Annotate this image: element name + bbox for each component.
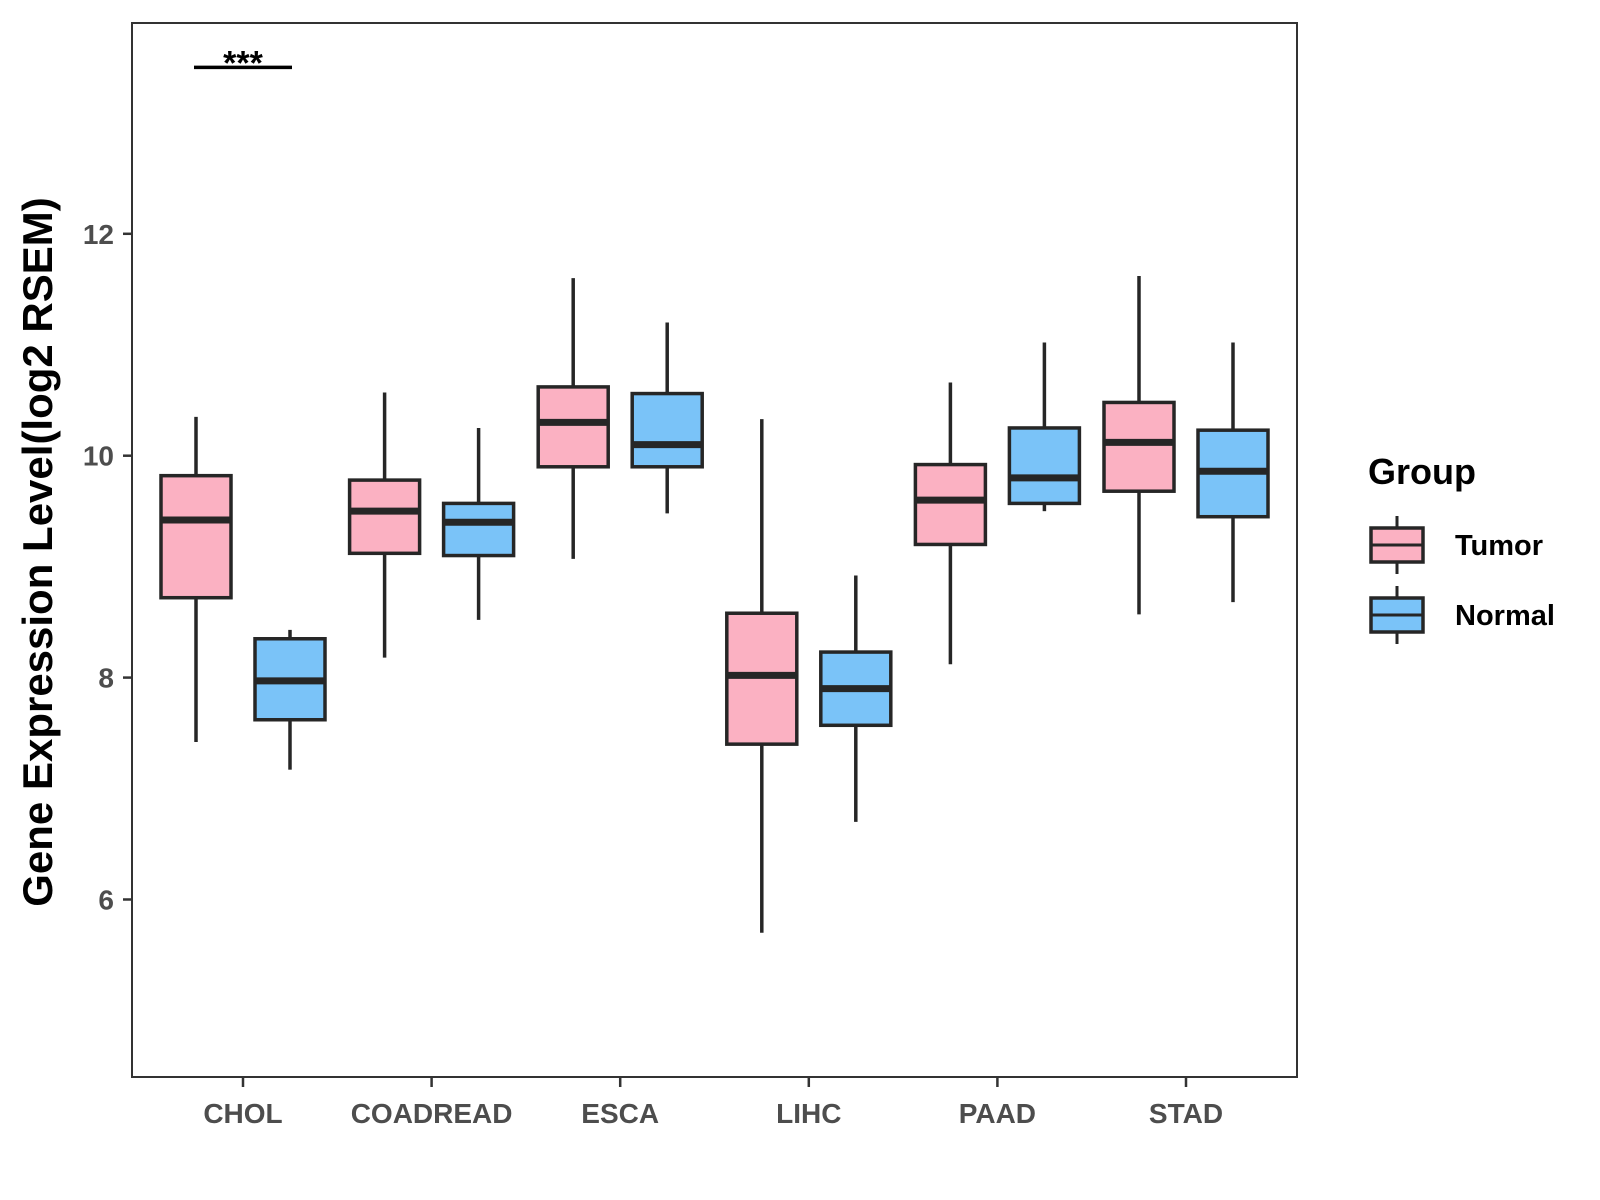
box-normal-coadread — [441, 427, 516, 620]
axes-layer: 6 8 10 12 CHOL COADREAD ESCA LIHC PAAD STAD — [83, 219, 1223, 1129]
box-normal-esca — [630, 322, 704, 514]
y-tick-label-10: 10 — [83, 441, 114, 472]
legend-key-tumor — [1369, 516, 1425, 574]
box-iqr-tumor-paad — [913, 462, 988, 547]
y-tick-label-12: 12 — [83, 219, 114, 250]
box-tumor-paad — [913, 382, 988, 665]
boxes-layer — [159, 275, 1270, 933]
significance-label: *** — [223, 44, 263, 82]
x-tick-label-paad: PAAD — [959, 1098, 1036, 1129]
x-tick-label-lihc: LIHC — [776, 1098, 841, 1129]
box-normal-stad — [1196, 342, 1270, 603]
x-tick-label-stad: STAD — [1149, 1098, 1223, 1129]
y-tick-label-8: 8 — [98, 663, 114, 694]
y-tick-label-6: 6 — [98, 884, 114, 915]
box-tumor-stad — [1102, 275, 1176, 615]
box-normal-lihc — [819, 575, 893, 822]
annotation-layer: *** — [194, 44, 292, 82]
box-iqr-tumor-coadread — [347, 478, 422, 556]
box-iqr-tumor-chol — [159, 473, 233, 600]
box-iqr-normal-esca — [630, 391, 704, 469]
box-iqr-tumor-stad — [1102, 400, 1176, 493]
x-tick-label-esca: ESCA — [581, 1098, 659, 1129]
legend-title: Group — [1368, 451, 1476, 492]
box-iqr-tumor-esca — [536, 385, 610, 469]
box-tumor-chol — [159, 416, 233, 742]
box-iqr-normal-coadread — [441, 501, 516, 558]
box-normal-paad — [1007, 342, 1082, 512]
x-tick-label-chol: CHOL — [203, 1098, 282, 1129]
plot-panel — [131, 22, 1298, 1078]
box-tumor-coadread — [347, 392, 422, 658]
legend-item-normal: Normal — [1369, 586, 1555, 644]
legend-item-tumor: Tumor — [1369, 516, 1543, 574]
box-normal-chol — [253, 629, 327, 770]
box-tumor-lihc — [725, 419, 799, 933]
box-tumor-esca — [536, 278, 610, 559]
legend-key-normal — [1369, 586, 1425, 644]
legend: Group Tumor Normal — [1368, 451, 1555, 644]
y-axis-title: Gene Expression Level(log2 RSEM) — [14, 197, 61, 907]
legend-label-tumor: Tumor — [1455, 530, 1543, 562]
box-iqr-normal-paad — [1007, 426, 1082, 506]
legend-label-normal: Normal — [1455, 600, 1555, 632]
x-tick-label-coadread: COADREAD — [351, 1098, 513, 1129]
